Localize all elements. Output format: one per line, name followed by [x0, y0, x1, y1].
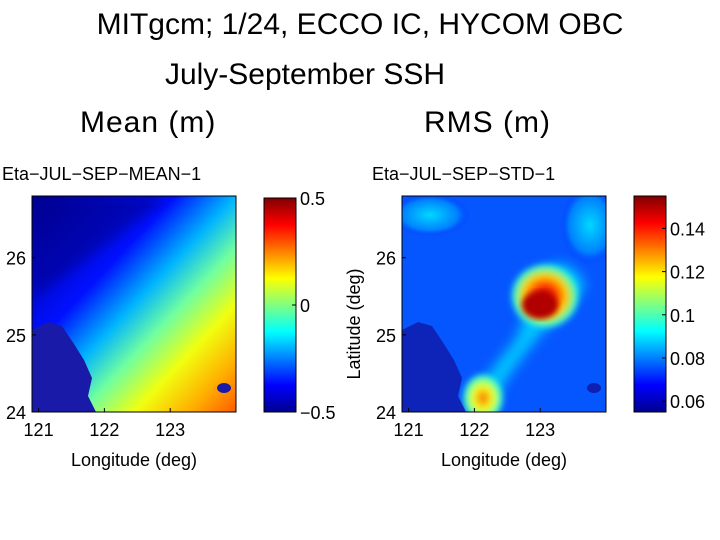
mean-plot-title: Eta−JUL−SEP−MEAN−1 — [2, 164, 201, 184]
rms-y-tick-label: 25 — [376, 326, 396, 346]
rms-colorbar-tick-label: 0.14 — [670, 219, 705, 239]
mean-x-tick-label: 121 — [24, 420, 54, 440]
rms-heatmap-field — [402, 196, 606, 412]
rms-colorbar-ramp — [633, 195, 667, 413]
rms-colorbar-tick-label: 0.06 — [670, 392, 705, 412]
mean-heatmap-panel: Eta−JUL−SEP−MEAN−1 121 122 123 24 25 26 Longitu… — [2, 164, 336, 470]
mean-y-tick-label: 26 — [6, 249, 26, 269]
mean-colorbar-ramp — [263, 197, 297, 413]
rms-colorbar-tick-label: 0.08 — [670, 349, 705, 369]
rms-colorbar-tick-label: 0.12 — [670, 263, 705, 283]
mean-y-tick-label: 24 — [6, 403, 26, 423]
rms-x-tick-label: 122 — [459, 420, 489, 440]
mean-x-tick-label: 123 — [155, 420, 185, 440]
rms-x-tick-label: 123 — [525, 420, 555, 440]
rms-colorbar — [633, 195, 667, 413]
mean-y-tick-label: 25 — [6, 326, 26, 346]
rms-y-tick-label: 24 — [376, 403, 396, 423]
mean-colorbar-tick-label: 0.5 — [300, 189, 325, 209]
rms-x-tick-label: 121 — [394, 420, 424, 440]
mean-land-mask — [32, 322, 96, 412]
rms-plot-title: Eta−JUL−SEP−STD−1 — [372, 164, 555, 184]
rms-land-mask — [402, 322, 466, 412]
right-panel-heading: RMS (m) — [424, 106, 551, 139]
mean-x-tick-label: 122 — [89, 420, 119, 440]
mean-axes-frame — [31, 195, 237, 413]
mean-colorbar-tick-label: 0 — [300, 296, 310, 316]
mean-heatmap-field — [32, 196, 236, 412]
slide-title: MITgcm; 1/24, ECCO IC, HYCOM OBC — [96, 8, 624, 41]
mean-colorbar-tick-label: −0.5 — [300, 403, 336, 423]
rms-heatmap-panel: Eta−JUL−SEP−STD−1 121 122 123 24 25 26 Longitud… — [344, 164, 705, 470]
left-panel-heading: Mean (m) — [80, 106, 217, 139]
rms-island-mask — [587, 383, 601, 393]
rms-x-axis-label: Longitude (deg) — [441, 450, 567, 470]
slide-subtitle: July-September SSH — [164, 58, 446, 91]
rms-axes-frame — [401, 195, 607, 413]
rms-y-tick-label: 26 — [376, 249, 396, 269]
mean-x-axis-label: Longitude (deg) — [71, 450, 197, 470]
mean-colorbar — [263, 197, 297, 413]
rms-y-axis-label: Latitude (deg) — [344, 268, 364, 379]
mean-island-mask — [217, 383, 231, 393]
rms-colorbar-tick-label: 0.1 — [670, 306, 695, 326]
